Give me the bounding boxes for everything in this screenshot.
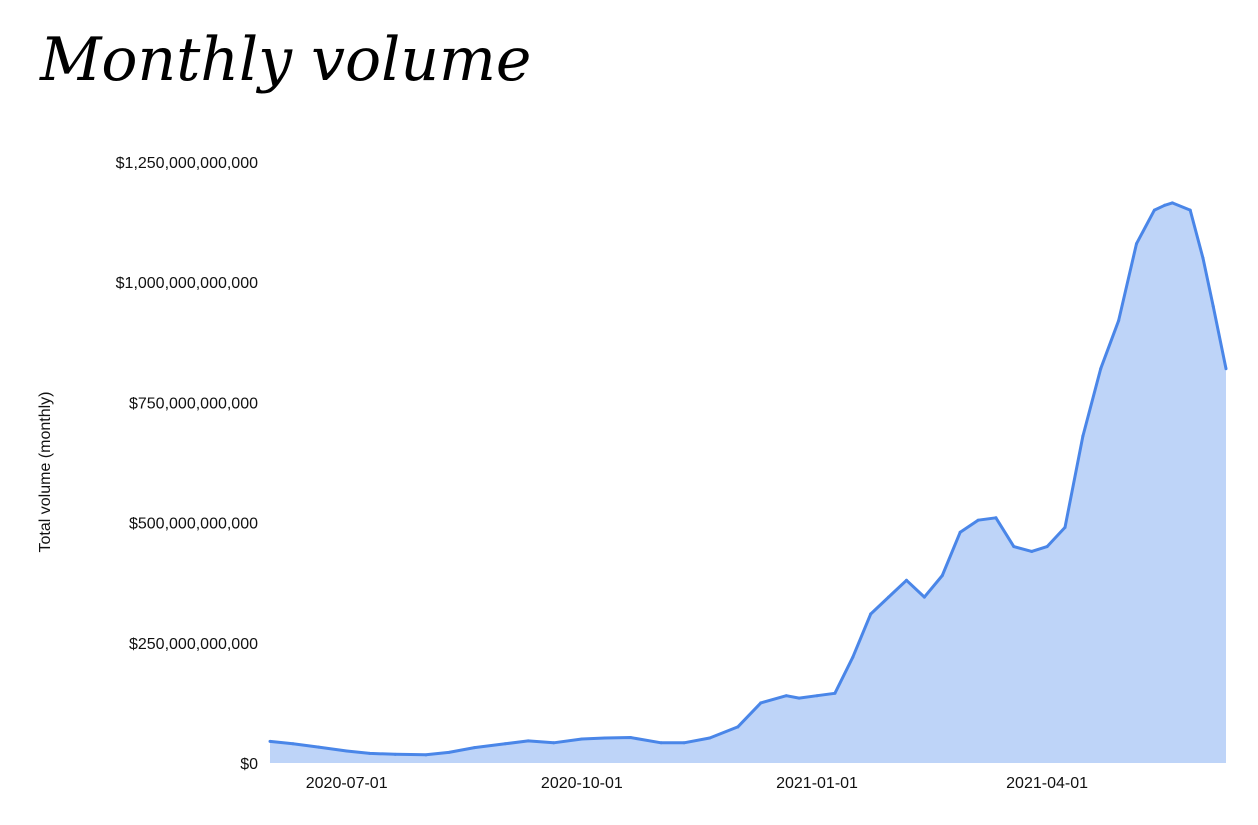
data-point: [552, 741, 556, 745]
y-tick-label: $0: [240, 756, 258, 773]
y-tick-label: $1,250,000,000,000: [116, 155, 258, 172]
data-point: [708, 736, 712, 740]
x-tick-labels: 2020-07-01 2020-10-01 2021-01-01 2021-04-01: [306, 775, 1088, 792]
data-point: [393, 752, 397, 756]
data-point: [1152, 208, 1156, 212]
x-tick-label: 2021-01-01: [776, 775, 858, 792]
data-point: [268, 739, 272, 743]
data-point: [447, 750, 451, 754]
data-point: [797, 696, 801, 700]
data-point: [887, 595, 891, 599]
data-point: [904, 578, 908, 582]
data-point: [1045, 545, 1049, 549]
y-tick-label: $750,000,000,000: [129, 395, 258, 412]
data-point: [526, 739, 530, 743]
data-point: [869, 612, 873, 616]
data-point: [976, 518, 980, 522]
data-point: [682, 741, 686, 745]
chart-title: Monthly volume: [39, 25, 531, 95]
data-point: [1211, 304, 1215, 308]
series-line: [269, 201, 1228, 757]
data-point: [833, 691, 837, 695]
data-point: [759, 701, 763, 705]
data-point: [1170, 201, 1174, 205]
x-tick-label: 2020-10-01: [541, 775, 623, 792]
data-point: [1081, 434, 1085, 438]
data-point: [815, 694, 819, 698]
data-point: [603, 736, 607, 740]
data-point: [424, 753, 428, 757]
data-point: [1163, 203, 1167, 207]
x-tick-label: 2021-04-01: [1006, 775, 1088, 792]
data-point: [994, 516, 998, 520]
plot-area: [268, 201, 1228, 763]
data-point: [1117, 319, 1121, 323]
data-point: [784, 694, 788, 698]
y-tick-label: $1,000,000,000,000: [116, 275, 258, 292]
y-tick-labels: $0 $250,000,000,000 $500,000,000,000 $750,0…: [116, 155, 258, 773]
data-point: [940, 573, 944, 577]
data-point: [628, 736, 632, 740]
y-tick-label: $250,000,000,000: [129, 636, 258, 653]
data-point: [1188, 208, 1192, 212]
data-point: [1063, 525, 1067, 529]
data-point: [851, 655, 855, 659]
data-point: [1135, 242, 1139, 246]
y-axis-title: Total volume (monthly): [37, 392, 54, 553]
data-point: [291, 742, 295, 746]
data-point: [736, 725, 740, 729]
data-point: [368, 751, 372, 755]
y-tick-label: $500,000,000,000: [129, 516, 258, 533]
data-point: [1099, 367, 1103, 371]
data-point: [1012, 545, 1016, 549]
data-point: [1030, 549, 1034, 553]
series-area-fill: [270, 202, 1226, 763]
data-point: [580, 737, 584, 741]
data-point: [922, 595, 926, 599]
data-point: [659, 741, 663, 745]
data-point: [345, 749, 349, 753]
x-tick-label: 2020-07-01: [306, 775, 388, 792]
data-point: [503, 742, 507, 746]
data-point: [958, 530, 962, 534]
data-point: [1201, 256, 1205, 260]
series-points: [268, 201, 1228, 757]
data-point: [472, 746, 476, 750]
data-point: [317, 745, 321, 749]
data-point: [1224, 367, 1228, 371]
